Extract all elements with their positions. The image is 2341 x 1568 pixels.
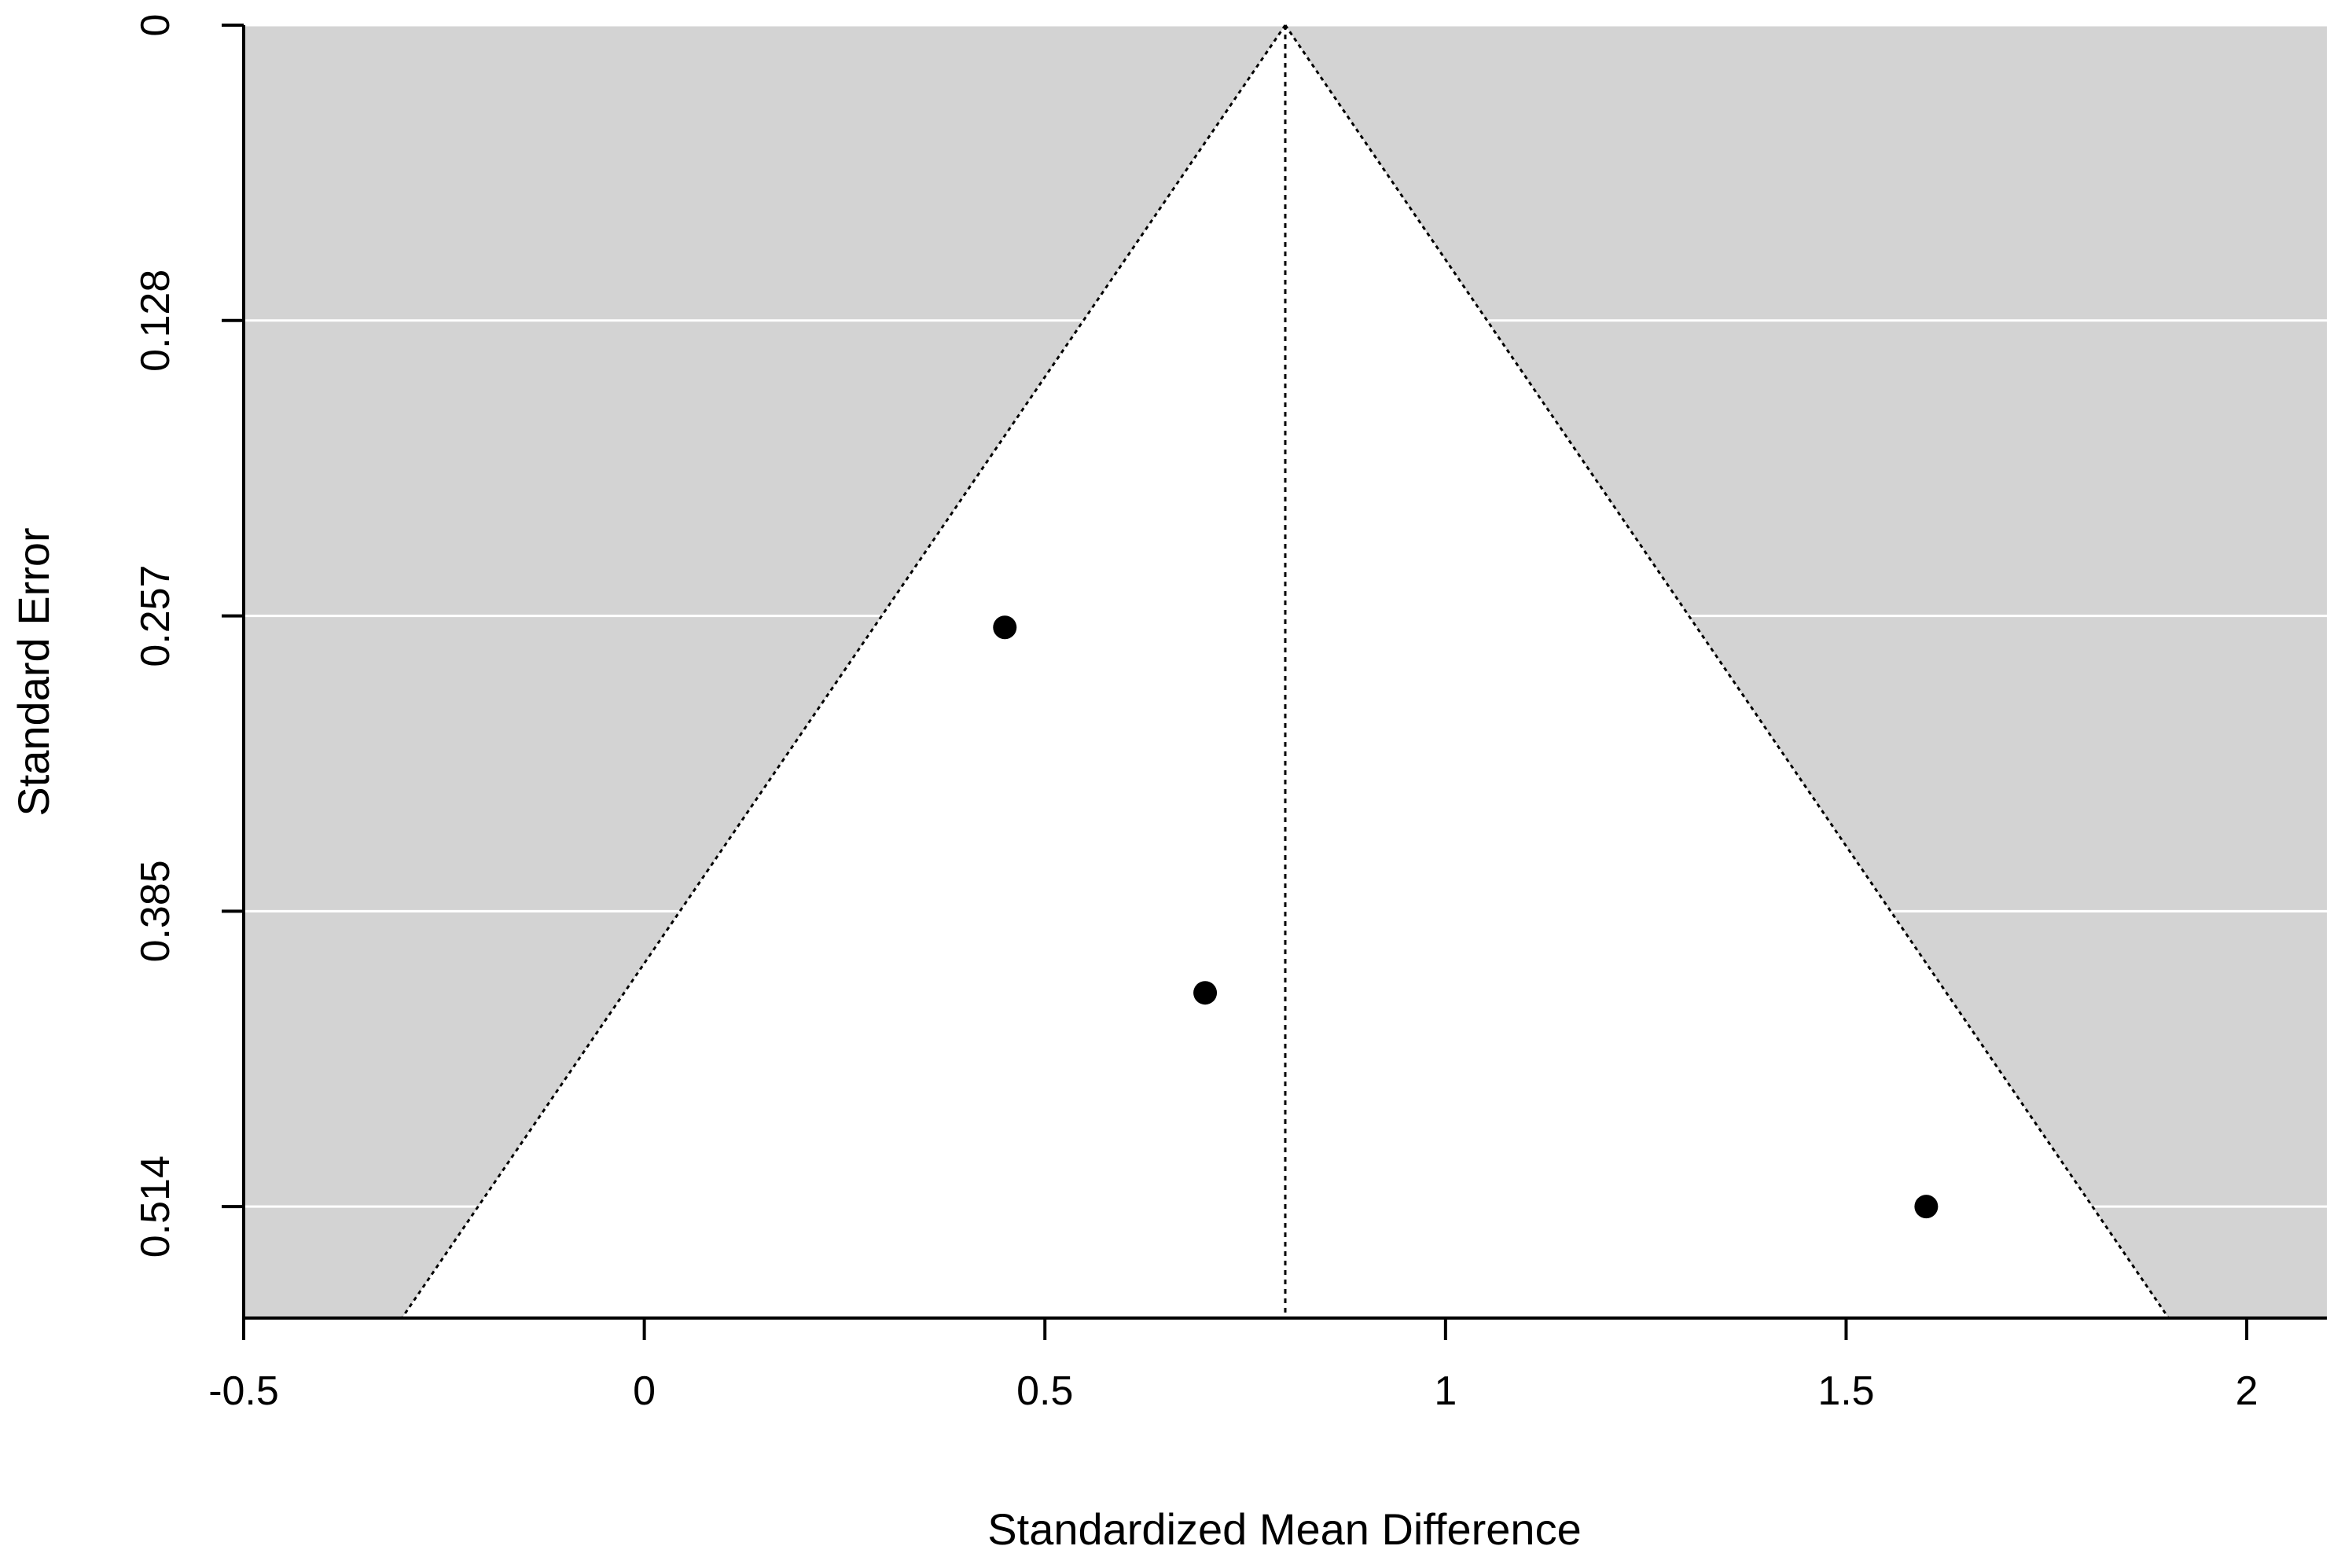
y-tick-label: 0.514 [133, 1155, 178, 1258]
x-tick-label: 1 [1434, 1368, 1457, 1414]
y-axis-title: Standard Error [9, 527, 58, 816]
study-point [1193, 981, 1218, 1005]
funnel-right-line [1284, 24, 2170, 1319]
funnel-region [402, 25, 2169, 1318]
funnel-boundary-lines [401, 24, 2170, 1319]
axes [242, 25, 2327, 1320]
x-tick-label: 2 [2236, 1368, 2258, 1414]
y-tick-label: 0.128 [133, 270, 178, 372]
x-axis-ticks: -0.5 0 0.5 1 1.5 2 [208, 1318, 2258, 1414]
y-tick-label: 0.385 [133, 860, 178, 962]
study-point [1914, 1195, 1939, 1219]
x-tick-label: -0.5 [208, 1368, 279, 1414]
y-tick-label: 0 [133, 14, 178, 37]
y-tick-label: 0.257 [133, 565, 178, 667]
x-tick-label: 0.5 [1016, 1368, 1073, 1414]
x-tick-label: 1.5 [1817, 1368, 1874, 1414]
funnel-left-line [401, 24, 1287, 1319]
study-points [993, 615, 1939, 1219]
x-axis-title: Standardized Mean Difference [987, 1504, 1581, 1554]
study-point [993, 615, 1017, 640]
x-tick-label: 0 [633, 1368, 656, 1414]
y-axis-ticks: 0 0.128 0.257 0.385 0.514 [133, 14, 244, 1258]
